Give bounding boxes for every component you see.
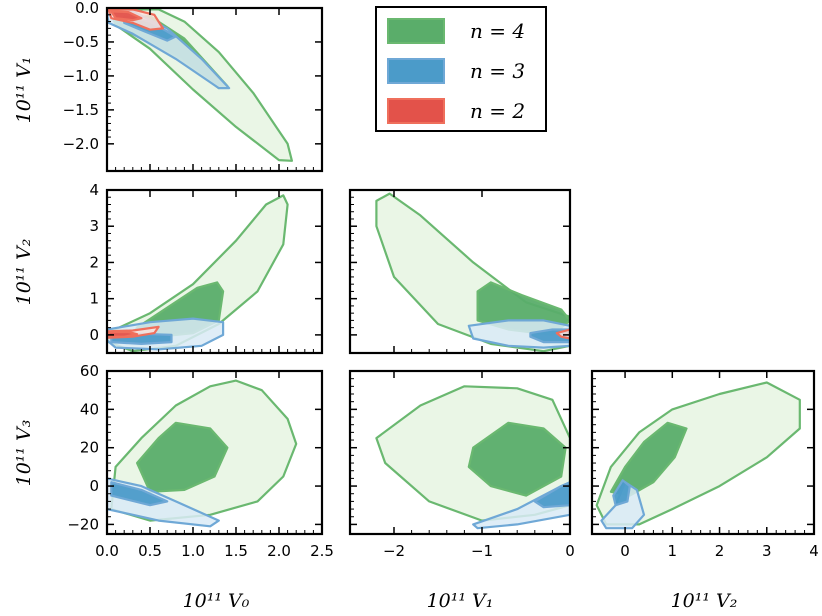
panel-frame — [348, 188, 572, 355]
contour-n4-inner — [467, 421, 567, 497]
panel-v1-v2 — [348, 188, 572, 355]
contour-n3-inner — [612, 479, 631, 507]
ytick-label: 2 — [89, 253, 99, 271]
xtick-label: −1 — [471, 542, 493, 560]
legend-label-n2: n = 2 — [470, 99, 525, 123]
xtick-label: 4 — [809, 542, 819, 560]
panel-v2-v3: 0 1 2 3 4 — [590, 369, 819, 560]
xtick-label: 0.5 — [138, 542, 162, 560]
xtick-label: 0 — [620, 542, 630, 560]
legend-label-n4: n = 4 — [470, 19, 525, 43]
legend-swatch-n3 — [387, 58, 445, 84]
ytick-label: 3 — [89, 217, 99, 235]
legend-swatch-n2 — [387, 98, 445, 124]
legend: n = 4 n = 3 n = 2 — [375, 6, 547, 132]
ytick-label: −2.0 — [63, 135, 99, 153]
xtick-label: 1.0 — [181, 542, 205, 560]
panel-v0-v2: 0 1 2 3 4 — [89, 181, 324, 355]
contour-n2-outer — [555, 328, 570, 340]
xtick-label: 1 — [668, 542, 678, 560]
ytick-label: −1.5 — [63, 101, 99, 119]
xtick-label: 0 — [565, 542, 575, 560]
contour-n2-inner — [107, 330, 139, 338]
ytick-label: 0 — [89, 477, 99, 495]
contour-n4-outer — [595, 381, 801, 526]
legend-swatch-n4 — [387, 18, 445, 44]
ylabel-v2: 10¹¹ V₂ — [13, 239, 35, 306]
xtick-label: 1.5 — [224, 542, 248, 560]
ytick-label: 40 — [80, 400, 99, 418]
ytick-label: 20 — [80, 439, 99, 457]
ytick-label: −1.0 — [63, 67, 99, 85]
panel-frame — [590, 369, 816, 536]
panel-v0-v1: 0.0 −0.5 −1.0 −1.5 −2.0 — [63, 0, 324, 173]
ytick-label: 4 — [89, 181, 99, 199]
legend-label-n3: n = 3 — [470, 59, 525, 83]
contour-n4-inner — [136, 421, 229, 493]
xtick-label: 2 — [715, 542, 725, 560]
xtick-label: 0.0 — [95, 542, 119, 560]
ytick-label: −0.5 — [63, 33, 99, 51]
xlabel-v0: 10¹¹ V₀ — [183, 590, 250, 612]
contour-n2-inner — [110, 10, 143, 22]
panel-frame — [105, 369, 324, 536]
panel-frame — [348, 369, 572, 536]
panel-v0-v3: −20 0 20 40 60 0.0 0.5 1.0 1.5 2.0 2.5 — [67, 362, 334, 560]
xtick-label: 3 — [762, 542, 772, 560]
ytick-label: 0 — [89, 326, 99, 344]
ytick-label: 1 — [89, 290, 99, 308]
ytick-label: 60 — [80, 362, 99, 380]
xtick-label: 2.0 — [267, 542, 291, 560]
contour-n3-inner — [110, 481, 169, 507]
xtick-label: −2 — [383, 542, 405, 560]
contour-n4-outer — [107, 194, 289, 353]
xlabel-v1: 10¹¹ V₁ — [427, 590, 494, 612]
ytick-label: −20 — [67, 515, 99, 533]
ytick-label: 0.0 — [75, 0, 99, 17]
contour-n3-inner — [533, 481, 570, 509]
panel-frame — [105, 188, 324, 355]
xlabel-v2: 10¹¹ V₂ — [671, 590, 738, 612]
ylabel-v3: 10¹¹ V₃ — [13, 420, 35, 487]
xtick-label: 2.5 — [310, 542, 334, 560]
contour-n3-outer — [472, 481, 570, 530]
panel-v1-v3: −2 −1 0 — [348, 369, 575, 560]
ylabel-v1: 10¹¹ V₁ — [13, 57, 35, 124]
